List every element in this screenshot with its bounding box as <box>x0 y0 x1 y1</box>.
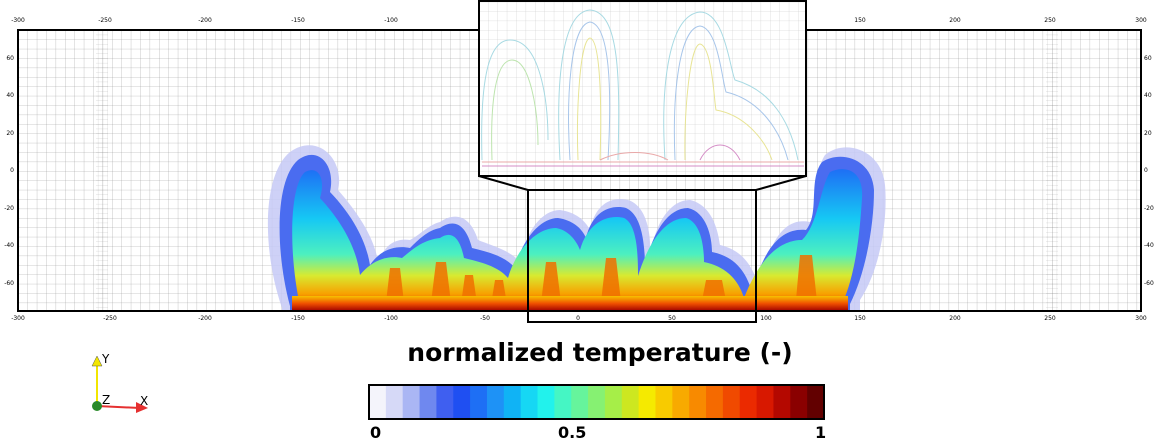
colorbar-cell <box>807 385 825 419</box>
mesh-refinement-left <box>96 30 108 311</box>
svg-text:-150: -150 <box>291 17 305 24</box>
colorbar-cell <box>385 385 404 419</box>
svg-text:0: 0 <box>576 315 580 322</box>
temperature-field <box>267 145 886 311</box>
colorbar-cell <box>588 385 606 419</box>
colorbar-min-label: 0 <box>370 423 382 442</box>
colorbar-cell <box>604 385 623 419</box>
svg-text:-60: -60 <box>4 280 14 287</box>
zoom-connector-right <box>755 175 807 191</box>
colorbar-cell <box>436 385 454 419</box>
colorbar-cell <box>554 385 572 419</box>
svg-text:300: 300 <box>1135 17 1147 24</box>
orientation-axes: Y Z X <box>91 352 148 413</box>
colorbar-cell <box>486 385 505 419</box>
colorbar-cell <box>520 385 539 419</box>
zoom-inset <box>478 0 807 177</box>
x-axis-ticks-bottom: -300 -250 -200 -150 -100 -50 0 50 100 15… <box>11 315 1147 322</box>
svg-text:0: 0 <box>1144 167 1148 174</box>
colorbar-cell <box>402 385 421 419</box>
colorbar-cell <box>773 385 791 419</box>
svg-text:-250: -250 <box>103 315 117 322</box>
svg-text:100: 100 <box>760 315 772 322</box>
colorbar-cell <box>537 385 555 419</box>
colorbar-cell <box>689 385 707 419</box>
colorbar-max-label: 1 <box>815 423 827 442</box>
y-axis-arrow-icon <box>91 355 103 367</box>
svg-text:200: 200 <box>949 315 961 322</box>
z-axis-dot-icon <box>92 401 102 411</box>
colorbar-cell <box>739 385 758 419</box>
colorbar-cell <box>638 385 656 419</box>
colorbar <box>368 384 825 420</box>
svg-text:-20: -20 <box>1144 205 1154 212</box>
colorbar-title: normalized temperature (-) <box>407 338 793 367</box>
y-axis-label: Y <box>101 352 110 366</box>
x-axis-label: X <box>140 394 148 408</box>
svg-text:40: 40 <box>6 92 14 99</box>
mesh-refinement-right <box>1046 30 1058 311</box>
zoom-region-box <box>527 189 757 323</box>
colorbar-cell <box>419 385 437 419</box>
svg-text:-200: -200 <box>198 315 212 322</box>
colorbar-cell <box>453 385 471 419</box>
svg-text:-300: -300 <box>11 17 25 24</box>
svg-text:20: 20 <box>6 130 14 137</box>
svg-text:-50: -50 <box>480 315 490 322</box>
svg-text:-200: -200 <box>198 17 212 24</box>
colorbar-cell <box>722 385 741 419</box>
svg-text:-40: -40 <box>1144 242 1154 249</box>
x-axis-arrow-icon <box>136 402 148 413</box>
colorbar-cell <box>621 385 640 419</box>
colorbar-cell <box>655 385 673 419</box>
colorbar-mid-label: 0.5 <box>558 423 587 442</box>
colorbar-cell <box>706 385 724 419</box>
svg-text:0: 0 <box>10 167 14 174</box>
svg-text:200: 200 <box>949 17 961 24</box>
svg-text:150: 150 <box>854 17 866 24</box>
y-axis-ticks-left: 60 40 20 0 -20 -40 -60 <box>4 55 14 287</box>
colorbar-cell <box>571 385 589 419</box>
svg-text:40: 40 <box>1144 92 1152 99</box>
colorbar-cell <box>470 385 488 419</box>
colorbar-cell <box>503 385 522 419</box>
svg-text:250: 250 <box>1044 315 1056 322</box>
hot-base-layer <box>292 296 848 311</box>
svg-text:60: 60 <box>1144 55 1152 62</box>
svg-text:-60: -60 <box>1144 280 1154 287</box>
colorbar-cell <box>369 385 387 419</box>
svg-text:150: 150 <box>854 315 866 322</box>
svg-text:-150: -150 <box>291 315 305 322</box>
svg-text:-40: -40 <box>4 242 14 249</box>
y-axis-ticks-right: 60 40 20 0 -20 -40 -60 <box>1144 55 1154 287</box>
svg-text:250: 250 <box>1044 17 1056 24</box>
svg-text:50: 50 <box>668 315 676 322</box>
svg-text:20: 20 <box>1144 130 1152 137</box>
colorbar-cell <box>790 385 808 419</box>
svg-text:-100: -100 <box>384 315 398 322</box>
zoom-connector-left <box>478 175 529 191</box>
svg-text:-20: -20 <box>4 205 14 212</box>
svg-text:60: 60 <box>6 55 14 62</box>
svg-text:-300: -300 <box>11 315 25 322</box>
x-axis-ticks-top: -300 -250 -200 -150 -100 150 200 250 300 <box>11 17 1147 24</box>
svg-text:-250: -250 <box>98 17 112 24</box>
svg-text:-100: -100 <box>384 17 398 24</box>
svg-text:300: 300 <box>1135 315 1147 322</box>
z-axis-label: Z <box>102 393 110 407</box>
colorbar-cell <box>672 385 690 419</box>
simulation-plot: -300 -250 -200 -150 -100 150 200 250 300… <box>4 0 1154 323</box>
colorbar-cell <box>756 385 774 419</box>
